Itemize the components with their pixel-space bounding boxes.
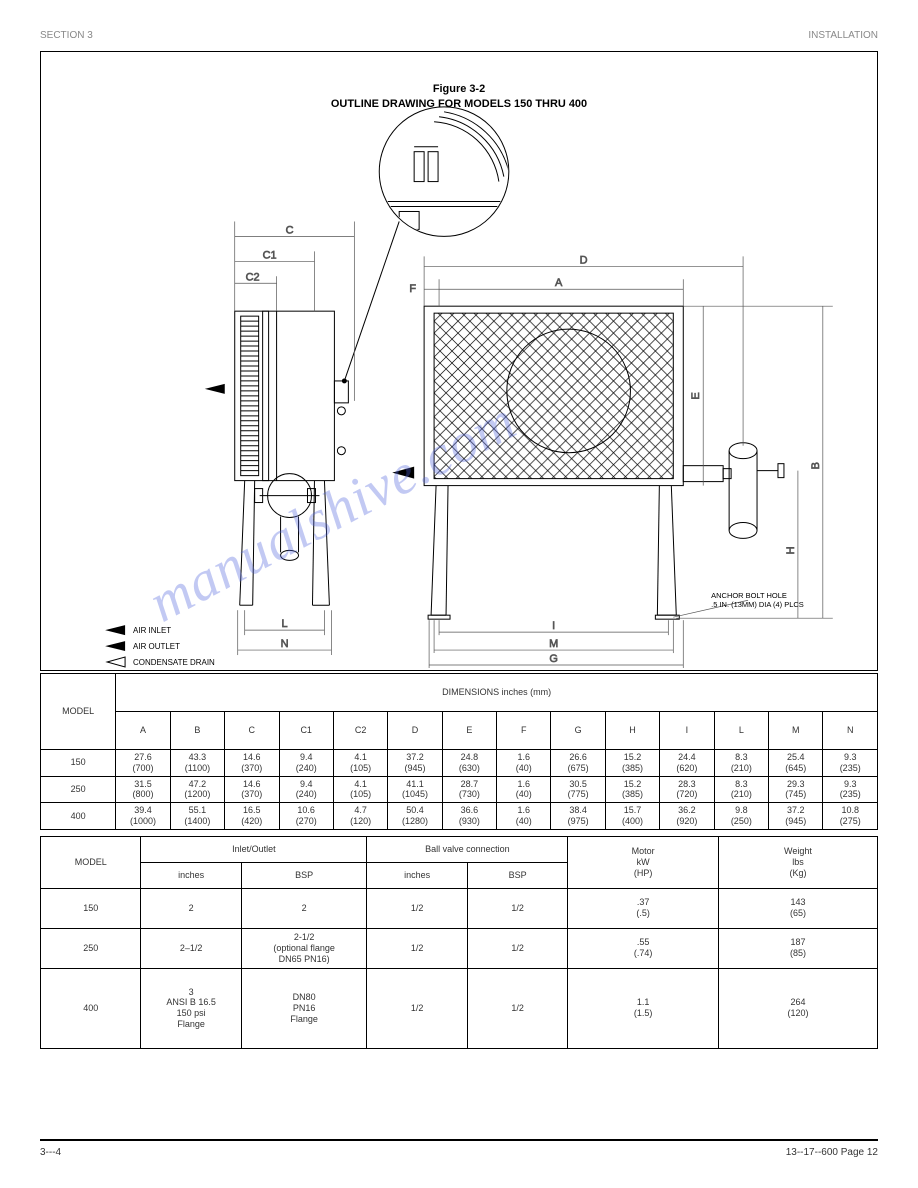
svg-text:I: I	[552, 620, 555, 632]
th-weight: Weightlbs(Kg)	[718, 836, 877, 888]
th-inout: Inlet/Outlet	[141, 836, 367, 862]
th-dim-L: L	[714, 712, 768, 750]
table-row: 4003ANSI B 16.5150 psiFlangeDN80PN16Flan…	[41, 968, 878, 1048]
page-footer: 3---4 13--17--600 Page 12	[40, 1139, 878, 1158]
svg-text:F: F	[409, 283, 416, 295]
table-row: 2502–1/22-1/2(optional flangeDN65 PN16)1…	[41, 928, 878, 968]
svg-text:C: C	[286, 224, 294, 236]
drain-legend: CONDENSATE DRAIN	[133, 658, 215, 667]
th-dim-B: B	[170, 712, 224, 750]
th-dim-I: I	[660, 712, 714, 750]
th-dim-E: E	[442, 712, 496, 750]
page-header: SECTION 3 INSTALLATION	[40, 30, 878, 41]
spec-table: MODEL Inlet/Outlet Ball valve connection…	[40, 836, 878, 1049]
air-outlet-legend: AIR OUTLET	[133, 642, 180, 651]
figure-number: Figure 3-2	[433, 83, 485, 95]
section-title: INSTALLATION	[808, 30, 878, 41]
th-ball: Ball valve connection	[367, 836, 568, 862]
air-inlet-legend: AIR INLET	[133, 626, 171, 635]
svg-text:C2: C2	[246, 271, 260, 283]
svg-text:H: H	[785, 546, 797, 554]
anchor-bolt-label: ANCHOR BOLT HOLE .5 IN. (13MM) DIA (4) P…	[711, 591, 804, 609]
th-motor: MotorkW(HP)	[568, 836, 719, 888]
svg-text:D: D	[580, 254, 588, 266]
table-row: 40039.4(1000)55.1(1400)16.5(420)10.6(270…	[41, 803, 878, 830]
svg-text:B: B	[810, 462, 822, 469]
th-dim-C: C	[225, 712, 279, 750]
th-dim-A: A	[116, 712, 170, 750]
svg-text:E: E	[690, 392, 702, 399]
footer-right: 13--17--600 Page 12	[786, 1147, 878, 1158]
technical-drawing-svg: C C1 C2 L N D A	[41, 52, 877, 670]
footer-left: 3---4	[40, 1147, 61, 1158]
table-row: 25031.5(800)47.2(1200)14.6(370)9.4(240)4…	[41, 776, 878, 803]
svg-text:M: M	[549, 638, 558, 650]
th-dim-N: N	[823, 712, 878, 750]
th-dim-D: D	[388, 712, 442, 750]
th-dim-F: F	[497, 712, 551, 750]
figure-title: OUTLINE DRAWING FOR MODELS 150 THRU 400	[331, 98, 587, 110]
section-label: SECTION 3	[40, 30, 93, 41]
outline-drawing-figure: C C1 C2 L N D A	[40, 51, 878, 671]
svg-text:A: A	[555, 277, 563, 289]
th-dim-C1: C1	[279, 712, 333, 750]
th-dims: DIMENSIONS inches (mm)	[116, 674, 878, 712]
th-dim-C2: C2	[333, 712, 387, 750]
svg-text:L: L	[282, 618, 288, 630]
dimensions-table: MODEL DIMENSIONS inches (mm) ABCC1C2DEFG…	[40, 673, 878, 830]
th-dim-H: H	[605, 712, 659, 750]
table-row: 150221/21/2.37(.5)143(65)	[41, 888, 878, 928]
th-dim-G: G	[551, 712, 605, 750]
svg-text:C1: C1	[263, 249, 277, 261]
th-dim-M: M	[769, 712, 823, 750]
svg-text:N: N	[281, 638, 289, 650]
th-model2: MODEL	[41, 836, 141, 888]
table-row: 15027.6(700)43.3(1100)14.6(370)9.4(240)4…	[41, 750, 878, 777]
svg-text:G: G	[549, 653, 558, 665]
th-model: MODEL	[41, 674, 116, 750]
